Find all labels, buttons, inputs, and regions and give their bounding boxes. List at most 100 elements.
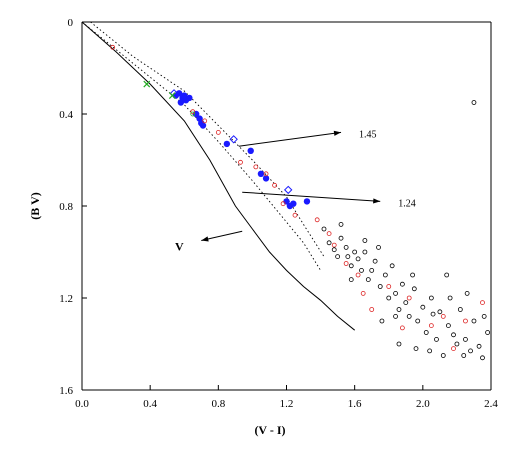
data-point-cross	[143, 80, 151, 88]
data-point-open	[335, 254, 341, 260]
data-point-filled	[186, 94, 193, 102]
annotation-label: 1.24	[398, 198, 416, 209]
annotations: 1.45 1.24 V	[175, 129, 416, 253]
data-point-open	[280, 201, 286, 207]
isochrone-curves	[81, 21, 356, 331]
y-tick-label: 0.8	[59, 201, 73, 213]
data-point-filled	[223, 140, 231, 148]
data-point-cross	[168, 92, 176, 100]
annotation-label: 1.45	[359, 129, 377, 140]
data-point-open	[430, 311, 436, 317]
data-point-filled	[175, 90, 183, 97]
data-point-open	[451, 332, 456, 338]
data-point-open	[440, 353, 446, 358]
data-point-open	[238, 159, 243, 165]
data-point-open	[253, 164, 259, 170]
data-point-open	[292, 212, 298, 218]
data-point-open	[272, 182, 277, 188]
data-point-open	[110, 44, 116, 50]
y-tick-label: 0	[68, 17, 74, 29]
x-tick-label: 1.2	[280, 398, 294, 410]
data-point-open	[454, 341, 460, 347]
data-point-open	[190, 109, 196, 115]
data-point-open	[457, 307, 463, 312]
data-point-open	[326, 231, 332, 237]
data-point-open	[423, 330, 429, 335]
data-point-open	[365, 277, 371, 283]
data-point-open	[343, 261, 349, 266]
data-point-open	[369, 307, 375, 312]
data-point-open	[359, 267, 364, 273]
annotation-label: V	[175, 240, 184, 254]
data-point-open	[463, 336, 468, 342]
data-point-open	[326, 240, 332, 246]
data-point-open	[386, 284, 392, 289]
data-point-filled	[199, 122, 207, 129]
data-point-open	[406, 313, 412, 319]
data-point-open	[386, 295, 392, 301]
annotation-arrow-line	[238, 131, 342, 147]
data-point-open	[427, 348, 433, 354]
data-point-open	[396, 307, 402, 312]
data-point-open	[471, 318, 477, 324]
data-point-open	[343, 244, 349, 250]
data-point-open	[485, 330, 490, 335]
annotation-arrowhead	[333, 130, 342, 136]
x-tick-label: 1.6	[348, 398, 362, 410]
data-point-open	[314, 217, 320, 223]
data-point-open	[428, 323, 434, 329]
data-point-filled	[262, 175, 270, 182]
data-point-open	[376, 244, 381, 250]
annotation-arrowhead	[373, 198, 381, 204]
data-point-open	[202, 118, 208, 124]
data-point-open	[471, 100, 477, 105]
data-point-open	[362, 249, 368, 255]
data-point-diamond	[180, 93, 189, 103]
data-point-diamond	[283, 185, 293, 195]
data-point-open	[369, 267, 375, 273]
data-point-open	[379, 318, 385, 324]
data-point-filled	[290, 200, 297, 207]
isochrone-dotted-line	[81, 21, 321, 271]
y-axis-label: (B V)	[28, 192, 42, 219]
x-tick-label: 0.0	[75, 398, 89, 410]
data-points	[110, 44, 490, 361]
data-point-open	[413, 346, 419, 352]
x-tick-label: 0.4	[143, 398, 157, 410]
data-point-open	[348, 263, 354, 269]
data-point-open	[355, 272, 361, 278]
data-point-open	[420, 304, 426, 310]
data-point-open	[215, 129, 221, 135]
x-axis-label: (V - I)	[254, 423, 285, 437]
data-point-open	[464, 290, 470, 296]
data-point-open	[372, 258, 378, 264]
data-point-open	[393, 290, 398, 296]
data-point-open	[377, 284, 383, 289]
data-point-open	[331, 247, 337, 253]
data-point-filled	[257, 170, 265, 177]
data-point-open	[476, 343, 482, 349]
data-point-open	[410, 272, 416, 278]
data-point-open	[355, 256, 361, 262]
data-point-open	[338, 235, 344, 241]
data-point-open	[403, 300, 409, 306]
data-point-open	[345, 254, 351, 260]
data-point-open	[447, 295, 453, 301]
data-point-open	[399, 281, 405, 287]
annotation-arrow-line	[242, 191, 381, 202]
data-point-open	[352, 249, 358, 255]
data-point-open	[461, 353, 467, 358]
data-point-open	[348, 277, 354, 283]
data-point-open	[190, 111, 196, 117]
isochrone-solid-line	[81, 21, 356, 331]
data-point-open	[480, 300, 485, 306]
data-point-filled	[303, 198, 311, 205]
data-point-filled	[247, 147, 254, 154]
data-point-open	[399, 325, 405, 331]
data-point-open	[428, 295, 434, 301]
data-point-open	[411, 286, 417, 292]
y-tick-label: 1.2	[59, 293, 73, 305]
isochrone-dotted-line	[90, 21, 325, 257]
data-point-open	[434, 336, 439, 342]
y-tick-label: 1.6	[59, 385, 73, 397]
